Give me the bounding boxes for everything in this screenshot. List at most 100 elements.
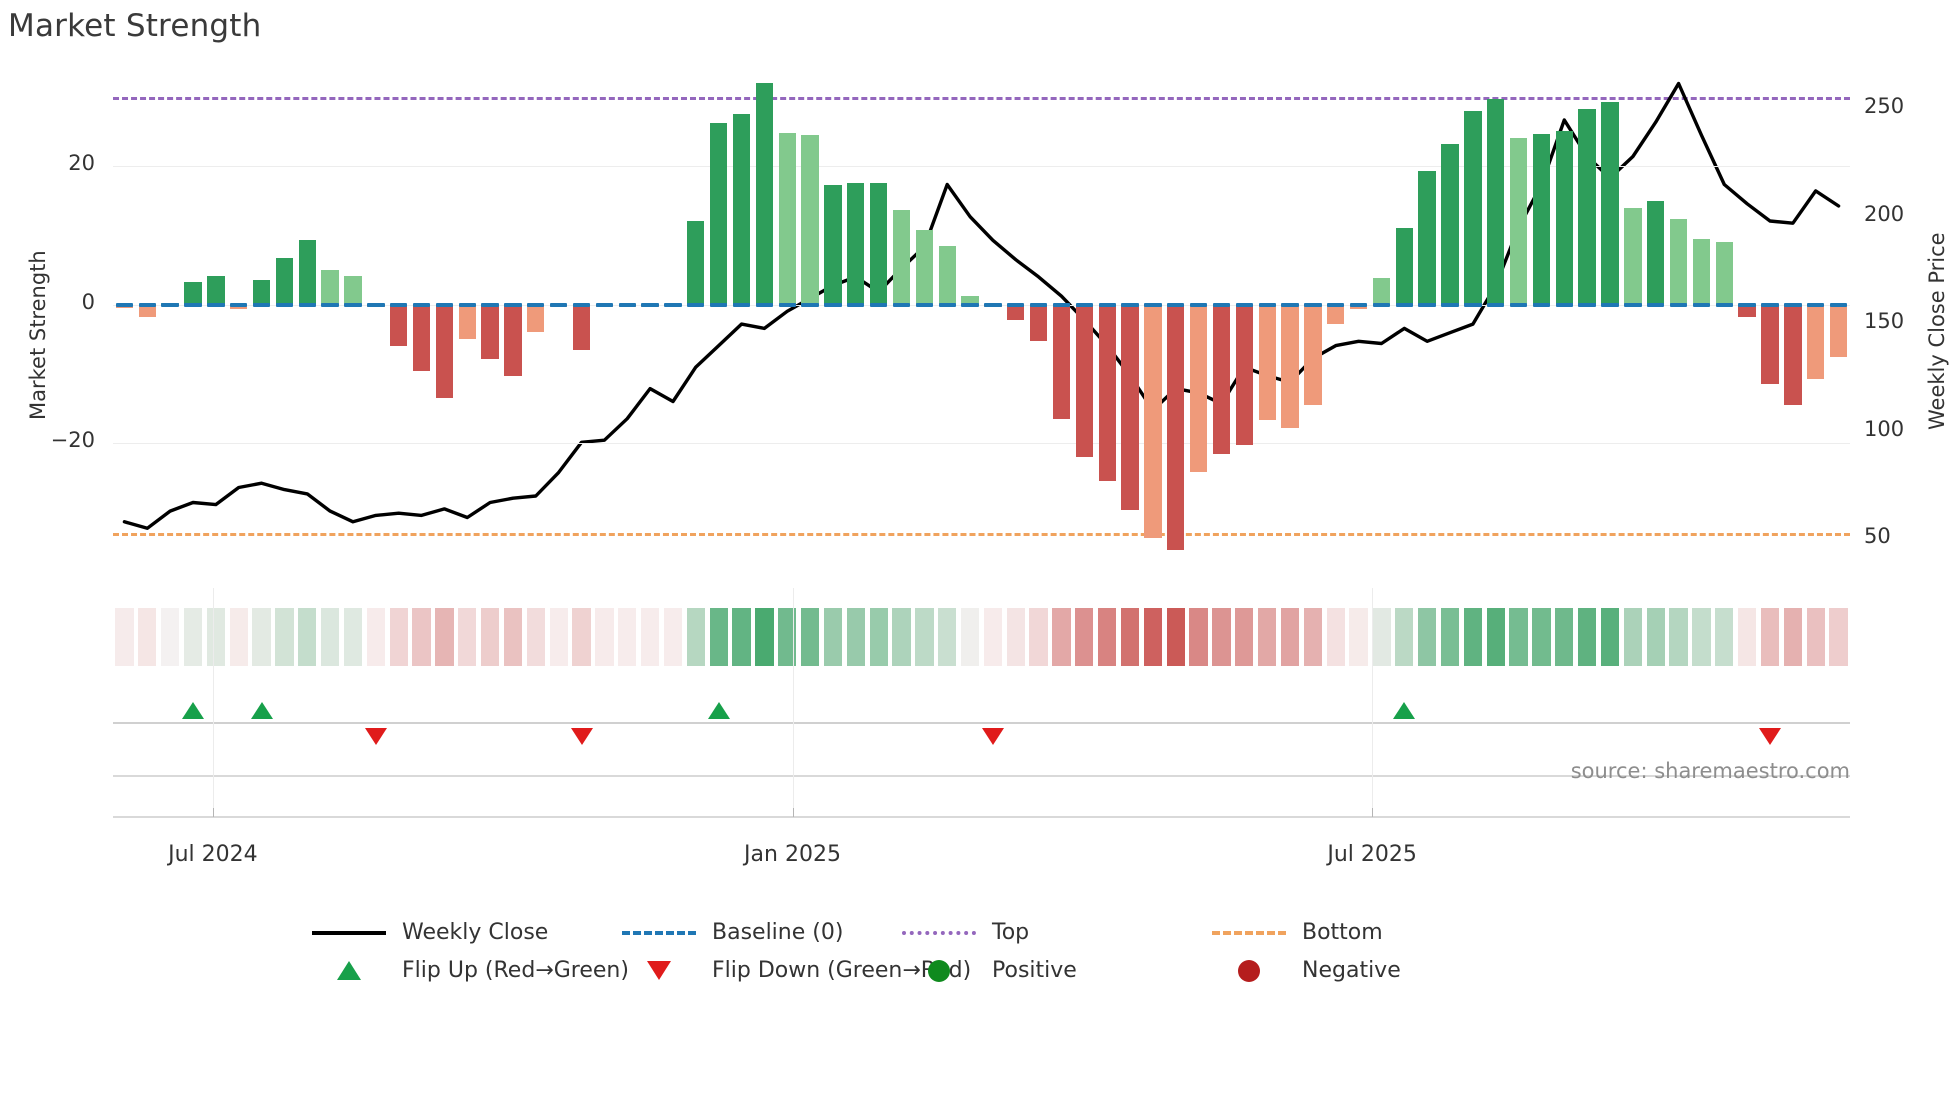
strength-bar — [1075, 304, 1094, 458]
heatmap-cell — [1006, 608, 1025, 666]
heatmap-cell — [1349, 608, 1368, 666]
strength-bar — [1052, 304, 1071, 420]
heatmap-cell — [343, 608, 363, 666]
strength-bar — [1418, 170, 1436, 305]
heatmap-cell — [1075, 608, 1094, 666]
baseline-segment — [1395, 302, 1413, 307]
heatmap-cell — [1646, 608, 1665, 666]
strength-bar — [687, 221, 705, 305]
baseline-segment — [1715, 302, 1733, 307]
strength-bar — [1235, 304, 1253, 445]
heatmap-cell — [938, 608, 957, 666]
legend-item[interactable]: Flip Up (Red→Green) — [310, 958, 629, 983]
strength-bar — [1829, 304, 1848, 358]
top-reference-line — [113, 96, 1850, 100]
baseline-segment — [1669, 302, 1688, 307]
heatmap-cell — [1806, 608, 1825, 666]
strength-bar — [1189, 304, 1208, 473]
baseline-segment — [1738, 302, 1756, 307]
legend-label: Top — [992, 920, 1030, 945]
baseline-segment — [230, 302, 248, 307]
baseline-segment — [664, 302, 682, 307]
baseline-segment — [504, 302, 522, 307]
legend-item[interactable]: Flip Down (Green→Red) — [620, 958, 971, 983]
baseline-segment — [275, 302, 294, 307]
heatmap-cell — [640, 608, 660, 666]
flip-marker-band — [113, 690, 1850, 758]
strength-bar — [1029, 304, 1048, 341]
x-tick-mark — [1372, 808, 1374, 817]
legend-item[interactable]: Baseline (0) — [620, 920, 843, 945]
strength-bar — [801, 134, 819, 305]
baseline-segment — [1167, 302, 1185, 307]
strength-bar — [1167, 304, 1185, 551]
strength-bar — [344, 275, 362, 305]
strength-bar — [321, 270, 339, 305]
strength-bar — [1464, 110, 1482, 305]
legend-key — [1210, 921, 1288, 945]
gridline-x — [792, 588, 794, 816]
baseline-segment — [481, 302, 499, 307]
strength-bar — [275, 257, 294, 305]
heatmap-cell — [686, 608, 705, 666]
heatmap-cell — [435, 608, 454, 666]
strength-bar — [1487, 99, 1505, 305]
heatmap-cell — [1280, 608, 1300, 666]
gridline-x — [212, 588, 214, 816]
heatmap-cell — [1143, 608, 1163, 666]
legend-label: Baseline (0) — [712, 920, 844, 945]
heatmap-cell — [572, 608, 591, 666]
heatmap-cell — [389, 608, 408, 666]
strength-bar — [1372, 278, 1391, 305]
legend-item[interactable]: Negative — [1210, 958, 1401, 983]
heatmap-cell — [800, 608, 820, 666]
heatmap-cell — [618, 608, 637, 666]
baseline-segment — [732, 302, 751, 307]
baseline-segment — [1098, 302, 1116, 307]
triangle-down-icon — [647, 961, 671, 980]
baseline-segment — [298, 302, 316, 307]
heatmap-cell — [298, 608, 317, 666]
baseline-segment — [1052, 302, 1071, 307]
legend-key — [310, 921, 388, 945]
strength-bar — [412, 304, 431, 371]
strength-bar — [1441, 143, 1459, 305]
legend-item[interactable]: Positive — [900, 958, 1077, 983]
baseline-segment — [1189, 302, 1208, 307]
plot-area — [113, 62, 1850, 582]
heatmap-cell — [846, 608, 865, 666]
baseline-segment — [938, 302, 956, 307]
y-tick-left: 20 — [68, 151, 95, 175]
flip-up-marker — [250, 702, 273, 719]
heatmap-cell — [960, 608, 980, 666]
flip-down-marker — [981, 728, 1004, 745]
baseline-segment — [367, 302, 385, 307]
baseline-segment — [1372, 302, 1391, 307]
heatmap-cell — [206, 608, 225, 666]
baseline-segment — [641, 302, 659, 307]
heatmap-cell — [1555, 608, 1574, 666]
heatmap-cell — [983, 608, 1003, 666]
strength-bar — [778, 132, 796, 305]
baseline-segment — [458, 302, 476, 307]
heatmap-cell — [1440, 608, 1460, 666]
legend-label: Bottom — [1302, 920, 1383, 945]
legend-label: Positive — [992, 958, 1077, 983]
strength-bar — [824, 185, 842, 305]
legend-item[interactable]: Bottom — [1210, 920, 1383, 945]
strength-bar — [1761, 304, 1779, 385]
baseline-segment — [595, 302, 614, 307]
heatmap-cell — [1715, 608, 1734, 666]
strength-bar — [732, 114, 751, 305]
baseline-segment — [1281, 302, 1299, 307]
legend-label: Weekly Close — [402, 920, 549, 945]
flip-down-marker — [570, 728, 593, 745]
strength-bar — [1509, 138, 1528, 305]
legend-item[interactable]: Weekly Close — [310, 920, 548, 945]
strength-bar — [1212, 304, 1231, 454]
strength-bar — [1304, 304, 1322, 406]
baseline-segment — [1464, 302, 1482, 307]
heatmap-cell — [275, 608, 294, 666]
baseline-segment — [1692, 302, 1711, 307]
legend-item[interactable]: Top — [900, 920, 1029, 945]
